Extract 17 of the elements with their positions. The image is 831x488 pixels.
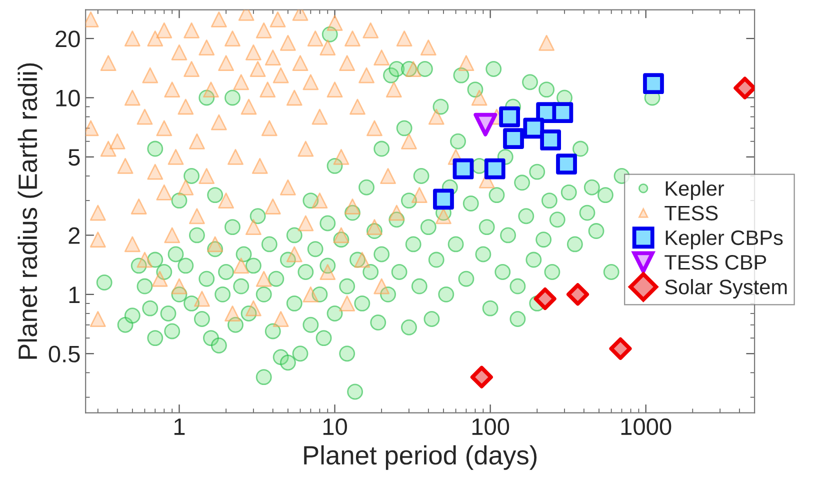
legend-label: Solar System [665, 279, 787, 298]
x-axis-title: Planet period (days) [304, 445, 537, 470]
x-tick-label: 100 [472, 418, 510, 436]
x-tick-label: 1 [174, 418, 185, 435]
legend-label: Kepler [666, 180, 724, 200]
y-tick-label: 0.5 [48, 346, 80, 362]
legend-label: TESS CBP [664, 254, 766, 270]
legend-label: TESS [664, 206, 718, 220]
y-tick-label: 5 [68, 149, 80, 166]
x-tick-label: 1000 [621, 418, 672, 436]
y-tick-label: 1 [69, 286, 80, 303]
legend-label: Kepler CBPs [666, 230, 783, 250]
y-axis-title: Planet radius (Earth radii) [18, 63, 42, 359]
y-tick-label: 2 [68, 227, 80, 244]
y-tick-label: 20 [56, 30, 80, 48]
y-tick-label: 10 [56, 90, 80, 107]
x-tick-label: 10 [323, 418, 347, 436]
